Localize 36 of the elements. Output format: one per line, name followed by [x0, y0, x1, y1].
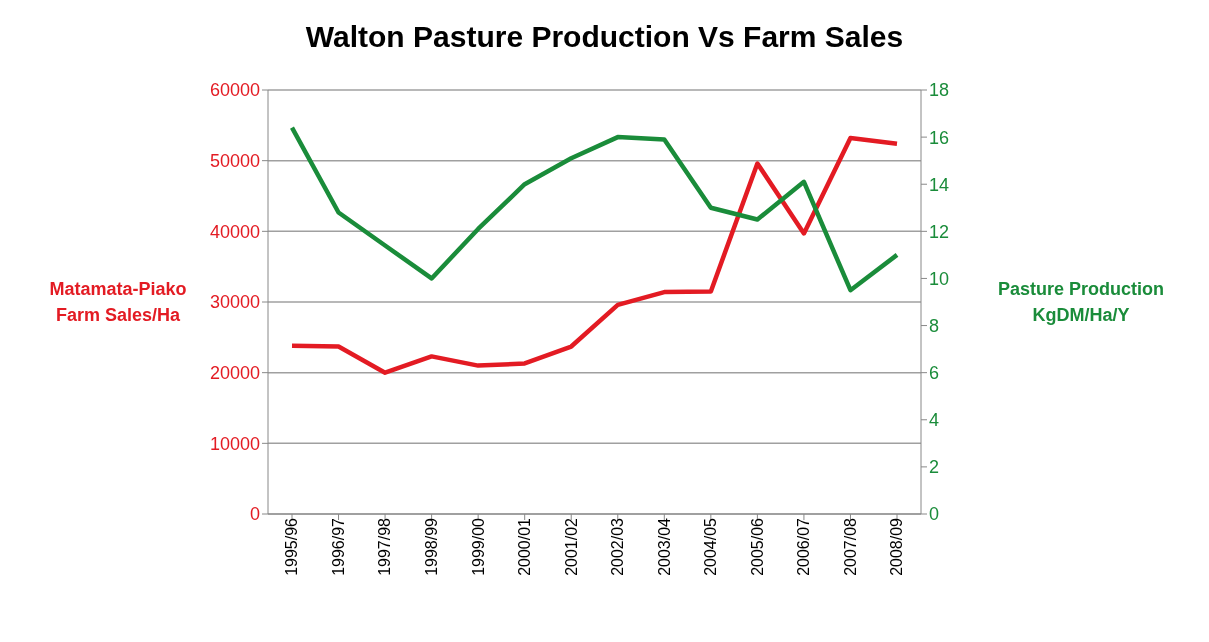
- x-tick-label: 2007/08: [841, 517, 859, 576]
- x-tick-label: 2008/09: [888, 517, 906, 576]
- y2-tick-label: 4: [929, 410, 940, 431]
- line-series: [289, 125, 900, 293]
- x-tick-label: 2004/05: [702, 517, 720, 576]
- line-series: [289, 135, 900, 375]
- y2-tick-label: 18: [929, 80, 950, 101]
- x-tick-label: 2001/02: [562, 517, 580, 576]
- y-tick-label: 20000: [209, 363, 260, 384]
- y-tick-label: 60000: [209, 80, 260, 101]
- y2-tick-label: 2: [929, 457, 940, 478]
- y2-tick-label: 8: [929, 315, 940, 336]
- y2-tick-label: 0: [929, 504, 940, 525]
- y-tick-label: 0: [249, 504, 260, 525]
- x-tick-label: 2005/06: [748, 517, 766, 576]
- y2-tick-label: 16: [929, 127, 950, 148]
- y-tick-label: 30000: [209, 292, 260, 313]
- y-tick-label: 40000: [209, 221, 260, 242]
- x-tick-label: 1998/99: [422, 517, 440, 576]
- x-tick-label: 1997/98: [376, 517, 394, 576]
- x-tick-label: 1996/97: [329, 517, 347, 576]
- chart-title: Walton Pasture Production Vs Farm Sales: [304, 19, 905, 55]
- x-tick-label: 2002/03: [609, 517, 627, 576]
- y-axis-title: Matamata-Piako Farm Sales/Ha: [49, 279, 187, 325]
- x-tick-label: 2006/07: [795, 517, 813, 576]
- y-tick-label: 50000: [209, 151, 260, 172]
- y2-tick-label: 6: [929, 363, 940, 384]
- x-tick-label: 2000/01: [516, 517, 534, 576]
- y2-tick-label: 12: [929, 221, 950, 242]
- x-tick-label: 1995/96: [283, 517, 301, 576]
- y-tick-label: 10000: [209, 433, 260, 454]
- x-tick-label: 2003/04: [655, 517, 673, 576]
- x-tick-label: 1999/00: [469, 517, 487, 576]
- y2-axis-title: Pasture Production KgDM/Ha/Y: [997, 279, 1165, 325]
- y2-tick-label: 14: [929, 174, 950, 195]
- y2-tick-label: 10: [929, 268, 950, 289]
